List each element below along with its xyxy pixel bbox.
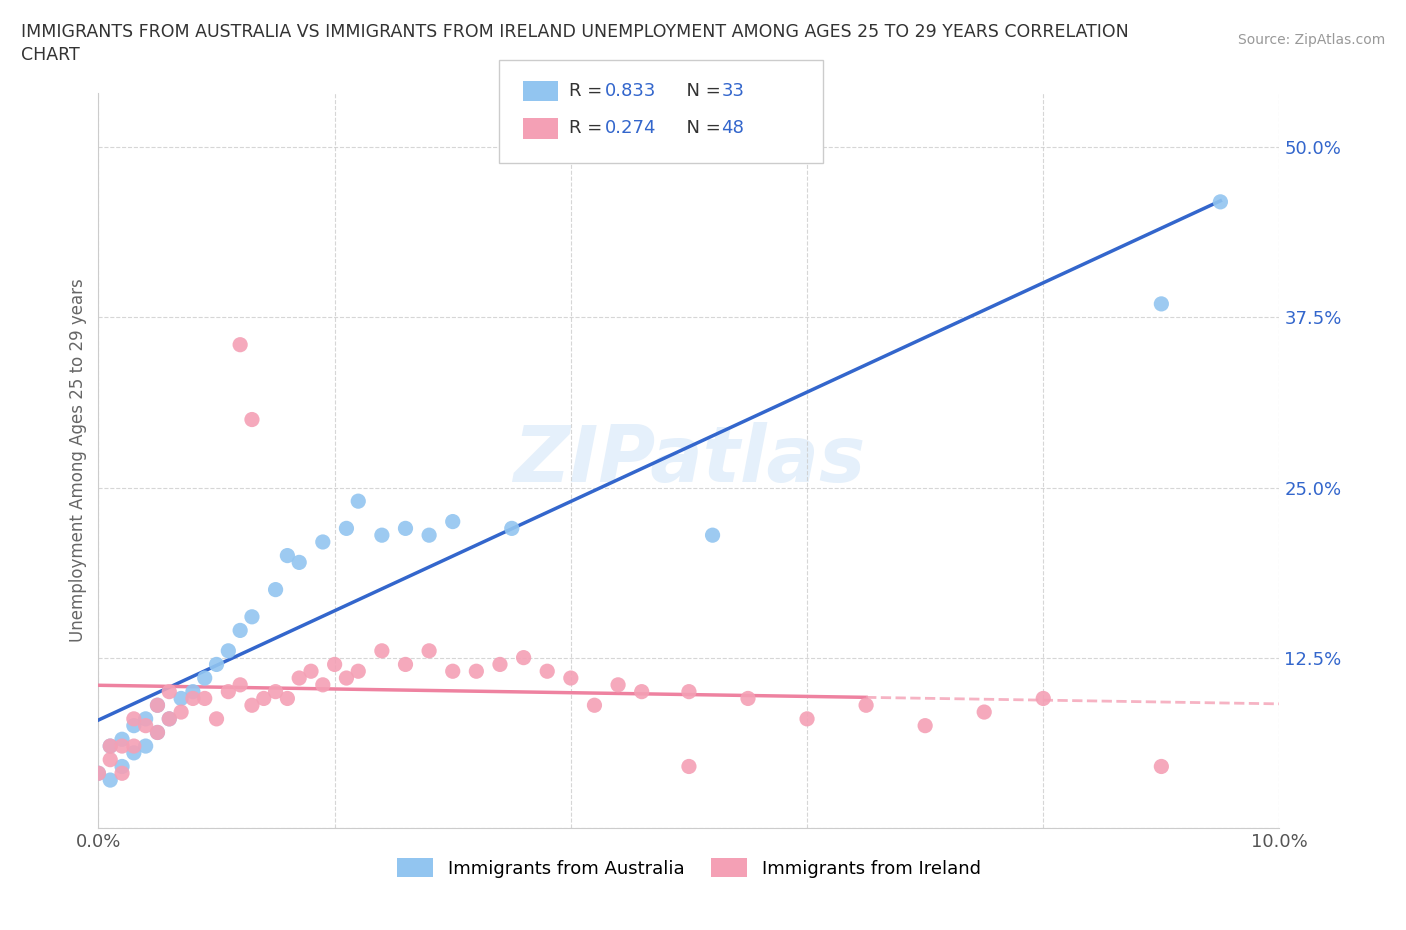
Point [181,684,204,699]
Point [371,644,394,658]
Point [170,705,193,720]
Point [205,711,228,726]
Point [122,746,145,761]
Point [299,664,322,679]
Point [98,773,121,788]
Point [98,738,121,753]
Text: 33: 33 [721,82,744,100]
Point [194,691,217,706]
Point [264,684,287,699]
Point [229,677,252,692]
Point [418,527,440,542]
Point [146,698,169,712]
Point [146,698,169,712]
Point [98,752,121,767]
Point [678,684,700,699]
Legend: Immigrants from Australia, Immigrants from Ireland: Immigrants from Australia, Immigrants fr… [389,851,988,884]
Point [111,765,134,780]
Point [229,338,252,352]
Point [335,671,357,685]
Point [217,644,239,658]
Point [441,664,464,679]
Point [240,412,263,427]
Point [253,691,276,706]
Point [737,691,759,706]
Point [394,521,416,536]
Point [607,677,630,692]
Point [146,725,169,740]
Point [347,494,370,509]
Point [465,664,488,679]
Point [111,732,134,747]
Point [1209,194,1232,209]
Point [98,738,121,753]
Point [135,718,157,733]
Point [583,698,606,712]
Point [170,691,193,706]
Y-axis label: Unemployment Among Ages 25 to 29 years: Unemployment Among Ages 25 to 29 years [69,278,87,643]
Point [157,711,180,726]
Text: N =: N = [675,119,727,138]
Point [335,521,357,536]
Point [394,657,416,671]
Text: CHART: CHART [21,46,80,64]
Text: R =: R = [569,82,609,100]
Point [288,671,311,685]
Point [418,644,440,658]
Text: 0.274: 0.274 [605,119,657,138]
Point [323,657,346,671]
Point [512,650,534,665]
Point [181,691,204,706]
Point [122,711,145,726]
Point [87,765,110,780]
Point [146,725,169,740]
Point [371,527,394,542]
Point [111,759,134,774]
Point [1150,759,1173,774]
Point [973,705,995,720]
Text: ZIPatlas: ZIPatlas [513,422,865,498]
Text: R =: R = [569,119,609,138]
Point [135,738,157,753]
Point [630,684,652,699]
Point [229,623,252,638]
Point [1032,691,1054,706]
Point [560,671,582,685]
Point [111,738,134,753]
Point [855,698,877,712]
Point [157,684,180,699]
Point [276,691,298,706]
Text: 48: 48 [721,119,744,138]
Point [347,664,370,679]
Point [135,711,157,726]
Point [312,535,335,550]
Point [205,657,228,671]
Point [536,664,558,679]
Point [122,718,145,733]
Point [87,765,110,780]
Text: Source: ZipAtlas.com: Source: ZipAtlas.com [1237,33,1385,46]
Point [288,555,311,570]
Text: N =: N = [675,82,727,100]
Point [240,698,263,712]
Point [122,738,145,753]
Point [312,677,335,692]
Text: 0.833: 0.833 [605,82,657,100]
Point [276,548,298,563]
Point [678,759,700,774]
Point [501,521,523,536]
Point [702,527,724,542]
Point [264,582,287,597]
Point [217,684,239,699]
Point [157,711,180,726]
Point [489,657,512,671]
Text: IMMIGRANTS FROM AUSTRALIA VS IMMIGRANTS FROM IRELAND UNEMPLOYMENT AMONG AGES 25 : IMMIGRANTS FROM AUSTRALIA VS IMMIGRANTS … [21,23,1129,41]
Point [240,609,263,624]
Point [194,671,217,685]
Point [914,718,936,733]
Point [441,514,464,529]
Point [1150,297,1173,312]
Point [796,711,818,726]
